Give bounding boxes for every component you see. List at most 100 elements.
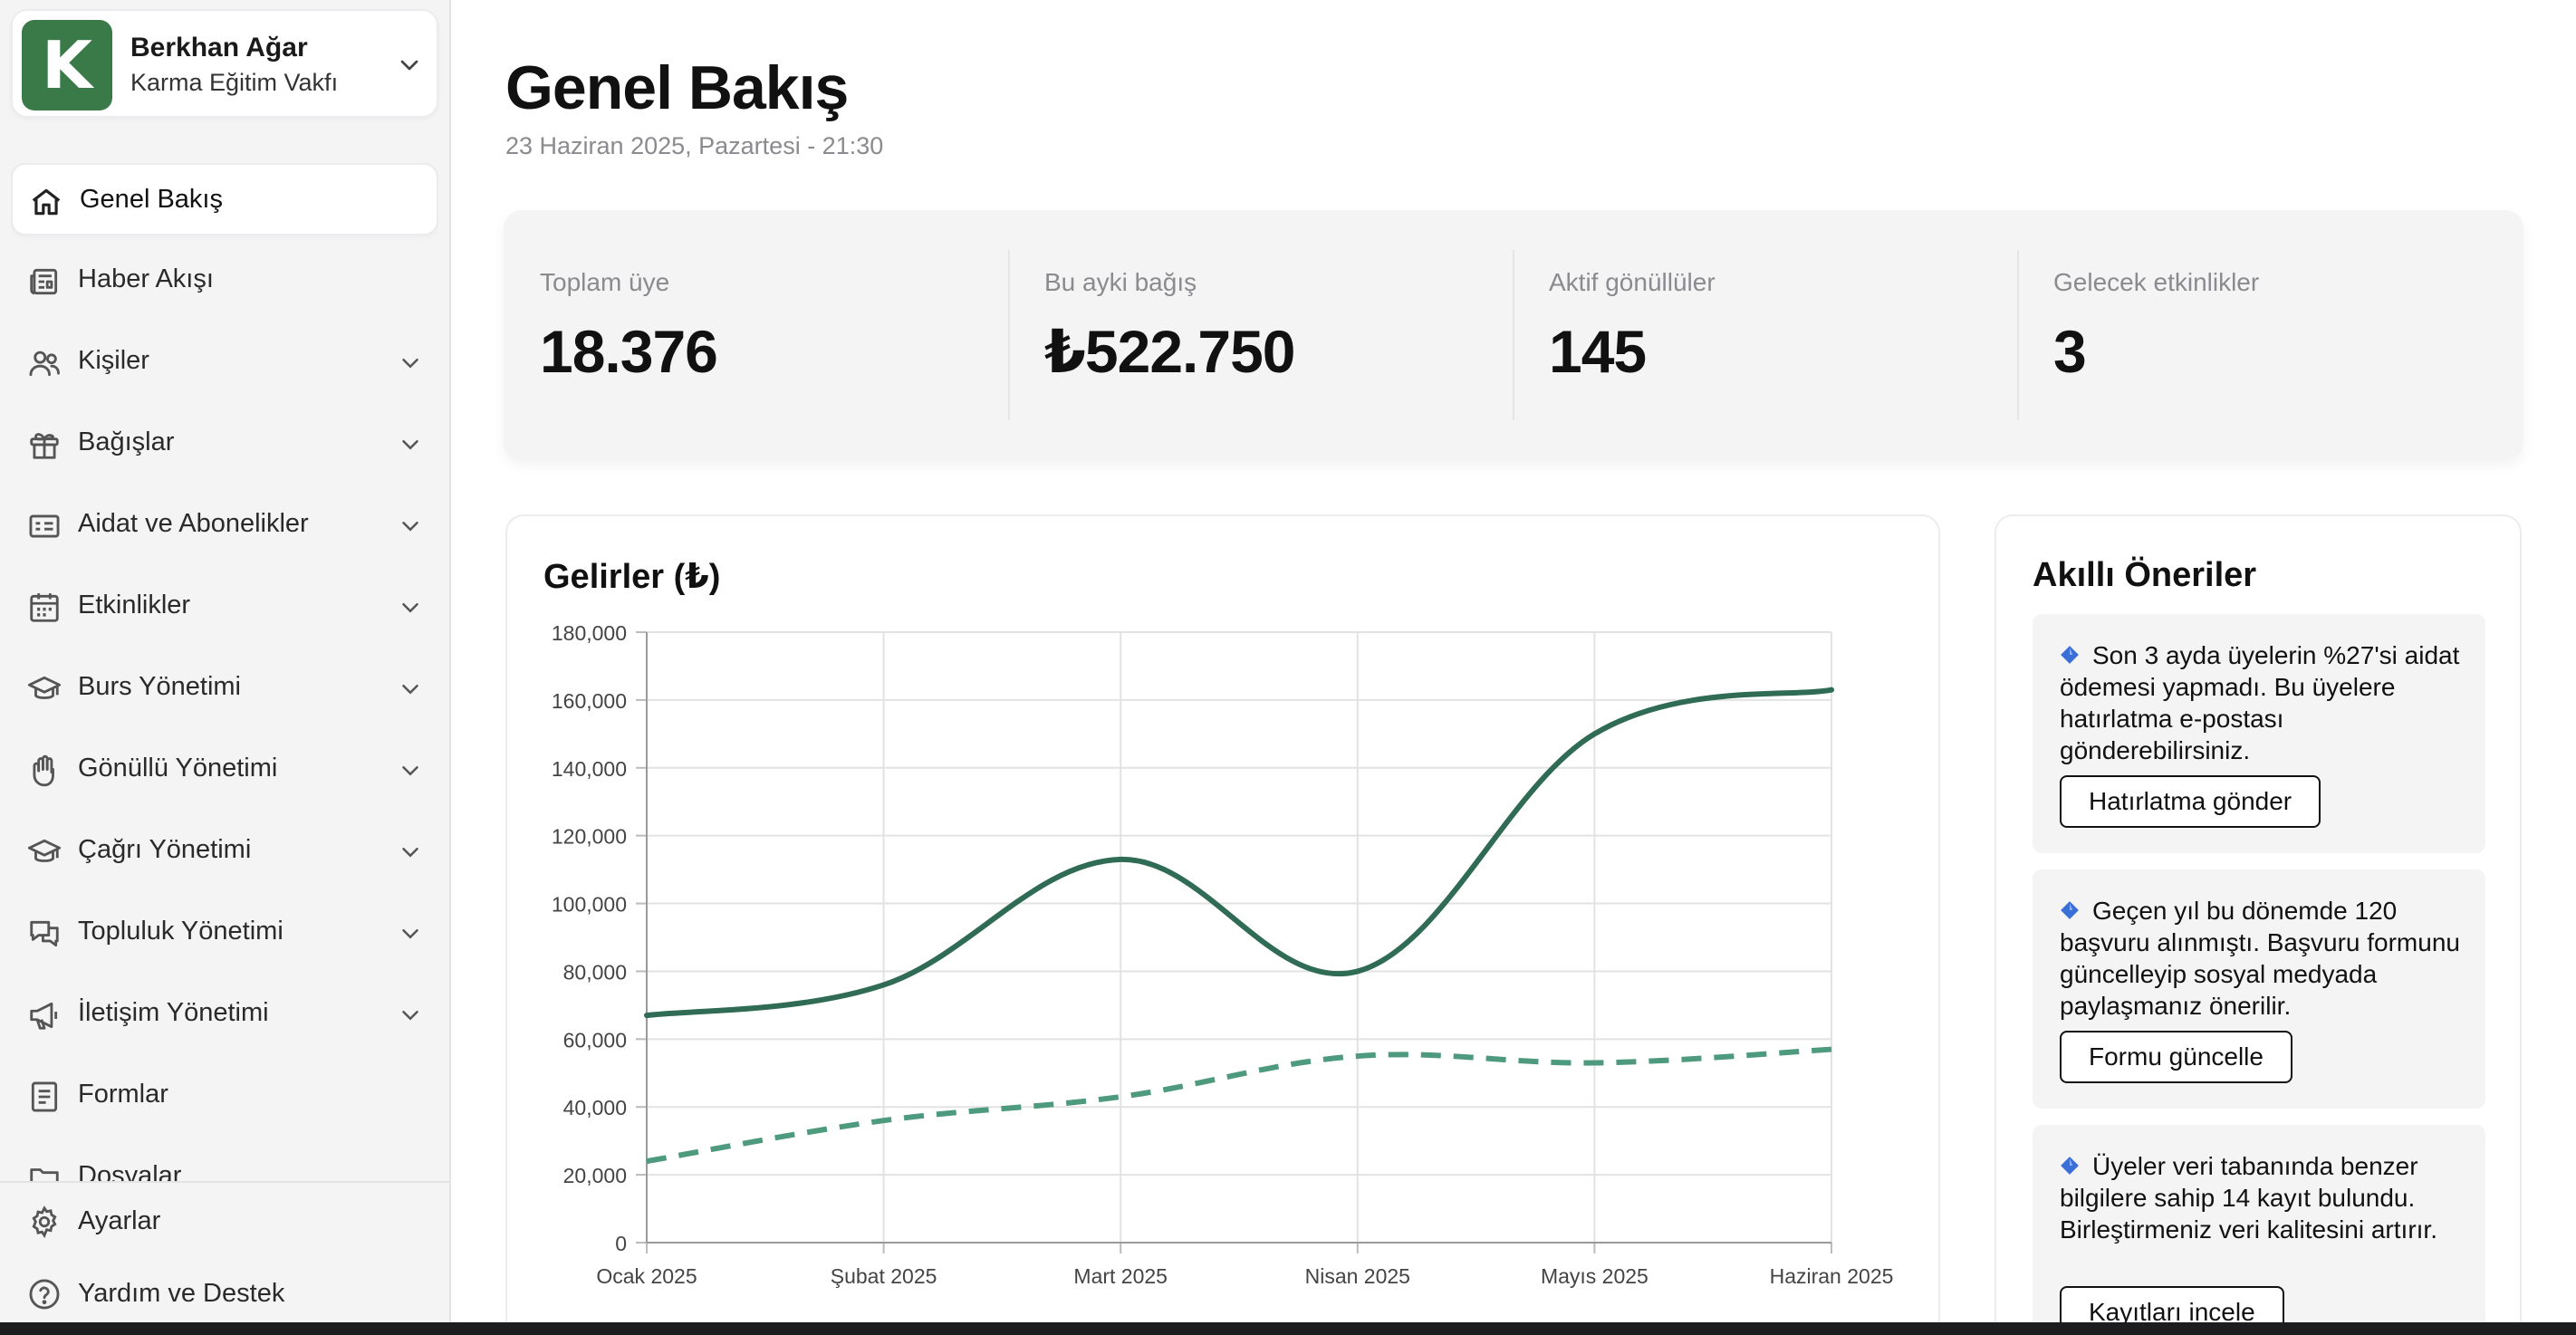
smart-suggestions-card: Akıllı Öneriler Son 3 ayda üyelerin %27'… xyxy=(1994,514,2522,1322)
stat-value: 18.376 xyxy=(540,318,718,385)
stat-active-volunteers: Aktif gönüllüler 145 xyxy=(1513,210,2017,460)
chevron-down-icon xyxy=(402,685,418,695)
org-switcher[interactable]: K Berkhan Ağar Karma Eğitim Vakfı xyxy=(11,9,438,118)
user-name: Berkhan Ağar xyxy=(130,33,308,62)
chevron-down-icon xyxy=(402,522,418,532)
org-logo: K xyxy=(22,20,112,110)
series-line-dashed xyxy=(646,1046,1832,1165)
y-tick-label: 120,000 xyxy=(552,825,627,849)
page-title: Genel Bakış xyxy=(505,53,849,122)
stat-divider xyxy=(1008,250,1010,420)
sidebar-item-etkinlikler[interactable]: Etkinlikler xyxy=(11,571,438,643)
sidebar-item-kisiler[interactable]: Kişiler xyxy=(11,326,438,399)
graduation-cap-icon xyxy=(27,839,62,862)
stat-value: ₺522.750 xyxy=(1044,318,1295,385)
sidebar-item-label: Formlar xyxy=(78,1080,168,1109)
sidebar-item-haber-akisi[interactable]: Haber Akışı xyxy=(11,245,438,317)
chevron-down-icon xyxy=(402,1011,418,1021)
stat-upcoming-events: Gelecek etkinlikler 3 xyxy=(2017,210,2522,460)
y-tick-label: 180,000 xyxy=(552,621,627,645)
sidebar-item-bagislar[interactable]: Bağışlar xyxy=(11,408,438,480)
sidebar-item-formlar[interactable]: Formlar xyxy=(11,1060,438,1132)
x-tick-label: Ocak 2025 xyxy=(596,1264,697,1288)
stat-total-members: Toplam üye 18.376 xyxy=(504,210,1008,460)
sidebar-item-label: Topluluk Yönetimi xyxy=(78,917,284,946)
suggestion-text: Üyeler veri tabanında benzer bilgilere s… xyxy=(2060,1150,2467,1245)
sidebar-item-dosyalar[interactable]: Dosyalar xyxy=(11,1141,438,1186)
sidebar-item-label: Genel Bakış xyxy=(80,185,223,214)
sidebar-item-label: İletişim Yönetimi xyxy=(78,998,269,1027)
chevron-down-icon xyxy=(402,848,418,858)
sidebar-item-burs[interactable]: Burs Yönetimi xyxy=(11,652,438,725)
y-tick-label: 80,000 xyxy=(563,960,627,984)
stat-label: Toplam üye xyxy=(540,268,670,296)
sidebar-divider xyxy=(449,0,451,1322)
stat-value: 145 xyxy=(1549,318,1647,385)
sidebar-footer: Ayarlar Yardım ve Destek xyxy=(0,1181,449,1335)
users-icon xyxy=(29,351,60,377)
sidebar-item-topluluk[interactable]: Topluluk Yönetimi xyxy=(11,897,438,969)
sidebar-item-iletisim[interactable]: İletişim Yönetimi xyxy=(11,978,438,1051)
help-label: Yardım ve Destek xyxy=(78,1279,285,1308)
revenue-chart: 180,000 160,000 140,000 120,000 100,000 80,00… xyxy=(552,621,1894,1288)
y-tick-label: 60,000 xyxy=(563,1028,627,1052)
sidebar-item-label: Kişiler xyxy=(78,346,149,375)
home-icon xyxy=(32,188,61,216)
suggestion-message: Geçen yıl bu dönemde 120 başvuru alınmış… xyxy=(2060,897,2460,1020)
stat-divider xyxy=(1513,250,1514,420)
suggestion-text: Son 3 ayda üyelerin %27'si aidat ödemesi… xyxy=(2060,639,2467,766)
form-icon xyxy=(31,1081,58,1112)
sidebar-item-cagri[interactable]: Çağrı Yönetimi xyxy=(11,815,438,888)
help-link[interactable]: Yardım ve Destek xyxy=(11,1263,438,1326)
x-tick-label: Şubat 2025 xyxy=(831,1264,937,1288)
y-tick-label: 140,000 xyxy=(552,757,627,781)
sidebar-item-label: Gönüllü Yönetimi xyxy=(78,754,278,783)
x-tick-label: Nisan 2025 xyxy=(1305,1264,1410,1288)
chevron-down-icon xyxy=(402,766,418,776)
review-records-button[interactable]: Kayıtları incele xyxy=(2060,1286,2284,1322)
y-tick-label: 20,000 xyxy=(563,1164,627,1187)
sidebar-item-label: Etkinlikler xyxy=(78,591,191,619)
sidebar-item-aidat[interactable]: Aidat ve Abonelikler xyxy=(11,489,438,562)
hand-icon xyxy=(33,754,54,787)
suggestion-message: Son 3 ayda üyelerin %27'si aidat ödemesi… xyxy=(2060,641,2460,764)
suggestions-title: Akıllı Öneriler xyxy=(2033,556,2257,594)
newspaper-icon xyxy=(30,268,58,295)
gear-icon xyxy=(32,1205,57,1239)
window-bottom-edge xyxy=(0,1322,2576,1335)
stat-label: Bu ayki bağış xyxy=(1044,268,1197,296)
sidebar-item-gonullu[interactable]: Gönüllü Yönetimi xyxy=(11,734,438,806)
suggestion-text: Geçen yıl bu dönemde 120 başvuru alınmış… xyxy=(2060,895,2467,1022)
stats-panel: Toplam üye 18.376 Bu ayki bağış ₺522.750… xyxy=(504,210,2523,460)
chevron-down-icon xyxy=(402,603,418,613)
chevron-down-icon xyxy=(402,440,418,450)
y-tick-label: 0 xyxy=(615,1232,627,1255)
stat-value: 3 xyxy=(2053,318,2087,385)
update-form-button[interactable]: Formu güncelle xyxy=(2060,1031,2292,1083)
x-tick-label: Mayıs 2025 xyxy=(1541,1264,1648,1288)
settings-link[interactable]: Ayarlar xyxy=(11,1190,438,1253)
settings-label: Ayarlar xyxy=(78,1206,161,1235)
gift-icon xyxy=(30,433,59,459)
stat-monthly-donation: Bu ayki bağış ₺522.750 xyxy=(1008,210,1513,460)
sidebar-item-genel-bakis[interactable]: Genel Bakış xyxy=(11,163,438,235)
folder-icon xyxy=(30,1168,59,1186)
diamond-icon xyxy=(2061,646,2079,664)
suggestion-item: Üyeler veri tabanında benzer bilgilere s… xyxy=(2033,1125,2485,1322)
series-line-solid xyxy=(644,687,1834,1019)
y-tick-label: 100,000 xyxy=(552,893,627,917)
id-card-icon xyxy=(29,514,60,538)
send-reminder-button[interactable]: Hatırlatma gönder xyxy=(2060,775,2321,828)
chat-bubbles-icon xyxy=(30,920,59,947)
suggestion-item: Geçen yıl bu dönemde 120 başvuru alınmış… xyxy=(2033,869,2485,1109)
diamond-icon xyxy=(2061,1157,2079,1175)
sidebar-item-label: Bağışlar xyxy=(78,427,175,456)
main-content: Genel Bakış 23 Haziran 2025, Pazartesi -… xyxy=(451,0,2576,1322)
sidebar-nav: Genel Bakış Haber Akışı Kişiler Bağışlar… xyxy=(11,163,438,1186)
stat-divider xyxy=(2017,250,2019,420)
x-tick-label: Mart 2025 xyxy=(1073,1264,1168,1288)
megaphone-icon xyxy=(30,1002,58,1030)
x-tick-label: Haziran 2025 xyxy=(1770,1264,1894,1288)
chevron-down-icon xyxy=(402,359,418,369)
help-circle-icon xyxy=(29,1279,60,1310)
